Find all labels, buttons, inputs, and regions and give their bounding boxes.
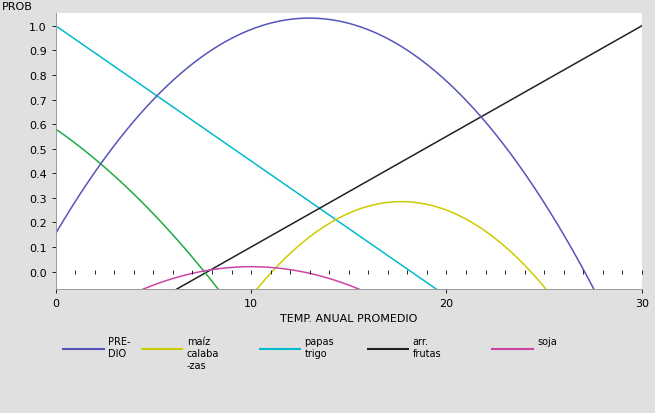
Text: maíz
calaba
-zas: maíz calaba -zas	[187, 337, 219, 370]
Text: papas
trigo: papas trigo	[305, 337, 334, 358]
Y-axis label: PROB: PROB	[3, 2, 33, 12]
Text: arr.
frutas: arr. frutas	[413, 337, 441, 358]
Text: soja: soja	[537, 337, 557, 347]
Text: PRE-
DIO: PRE- DIO	[108, 337, 130, 358]
X-axis label: TEMP. ANUAL PROMEDIO: TEMP. ANUAL PROMEDIO	[280, 313, 417, 324]
